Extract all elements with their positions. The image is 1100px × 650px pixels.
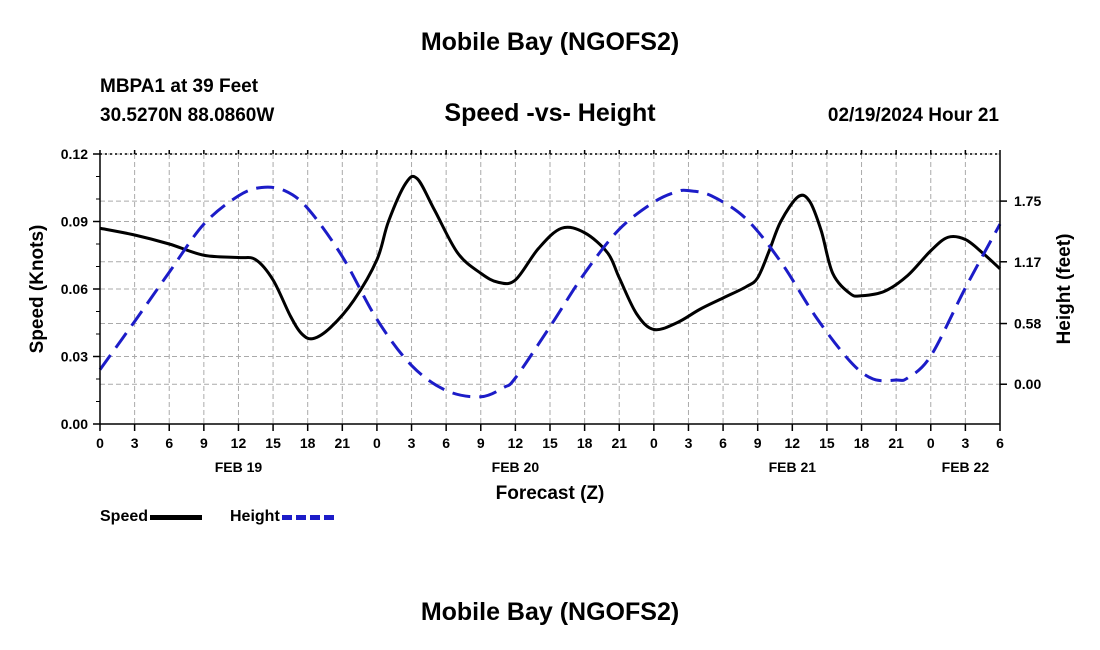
x-tick-label: 6 [996, 435, 1004, 451]
right-tick-label: 1.75 [1014, 193, 1041, 209]
x-tick-label: 21 [611, 435, 627, 451]
left-tick-label: 0.09 [61, 214, 88, 230]
x-tick-label: 21 [888, 435, 904, 451]
x-tick-label: 12 [508, 435, 524, 451]
x-tick-label: 0 [96, 435, 104, 451]
x-tick-label: 18 [300, 435, 316, 451]
legend-speed-label: Speed [100, 508, 149, 525]
x-tick-label: 6 [165, 435, 173, 451]
valid-time: 02/19/2024 Hour 21 [827, 105, 999, 126]
x-tick-label: 15 [819, 435, 835, 451]
x-tick-label: 6 [442, 435, 450, 451]
legend-height: Height [230, 508, 334, 526]
x-tick-label: 15 [542, 435, 558, 451]
page-title: Mobile Bay (NGOFS2) [420, 28, 680, 56]
x-tick-label: 21 [335, 435, 351, 451]
date-label: FEB 20 [492, 459, 540, 475]
station-coordinates: 30.5270N 88.0860W [100, 105, 275, 126]
x-tick-label: 18 [854, 435, 870, 451]
x-tick-label: 3 [408, 435, 416, 451]
date-label: FEB 21 [769, 459, 817, 475]
x-tick-label: 0 [373, 435, 381, 451]
legend-speed: Speed [100, 508, 203, 526]
height-series-line [98, 185, 1002, 399]
x-tick-label: 12 [231, 435, 247, 451]
right-tick-label: 0.00 [1014, 376, 1041, 392]
left-tick-label: 0.00 [61, 416, 88, 432]
speed-series-line [99, 174, 1002, 341]
y-right-axis-title: Height (feet) [1054, 234, 1075, 345]
station-label: MBPA1 at 39 Feet [100, 76, 259, 97]
right-tick-label: 1.17 [1014, 254, 1041, 270]
x-axis-title: Forecast (Z) [496, 483, 605, 504]
right-tick-label: 0.58 [1014, 316, 1041, 332]
x-tick-label: 12 [785, 435, 801, 451]
legend-height-label: Height [230, 508, 280, 525]
x-tick-label: 9 [200, 435, 208, 451]
date-label: FEB 22 [942, 459, 990, 475]
x-tick-label: 3 [131, 435, 139, 451]
left-tick-label: 0.06 [61, 281, 88, 297]
legend-height-swatch [281, 514, 334, 520]
x-tick-label: 18 [577, 435, 593, 451]
x-tick-label: 15 [265, 435, 281, 451]
chart-title: Speed -vs- Height [444, 99, 656, 127]
left-tick-label: 0.03 [61, 349, 88, 365]
x-tick-label: 3 [685, 435, 693, 451]
x-tick-label: 9 [477, 435, 485, 451]
y-left-axis-title: Speed (Knots) [27, 225, 48, 354]
x-tick-label: 6 [719, 435, 727, 451]
x-tick-label: 0 [650, 435, 658, 451]
x-tick-label: 9 [754, 435, 762, 451]
x-tick-label: 0 [927, 435, 935, 451]
date-label: FEB 19 [215, 459, 263, 475]
legend-speed-swatch [150, 514, 203, 520]
x-tick-label: 3 [961, 435, 969, 451]
left-tick-label: 0.12 [61, 146, 88, 162]
page-title-bottom: Mobile Bay (NGOFS2) [420, 598, 680, 626]
